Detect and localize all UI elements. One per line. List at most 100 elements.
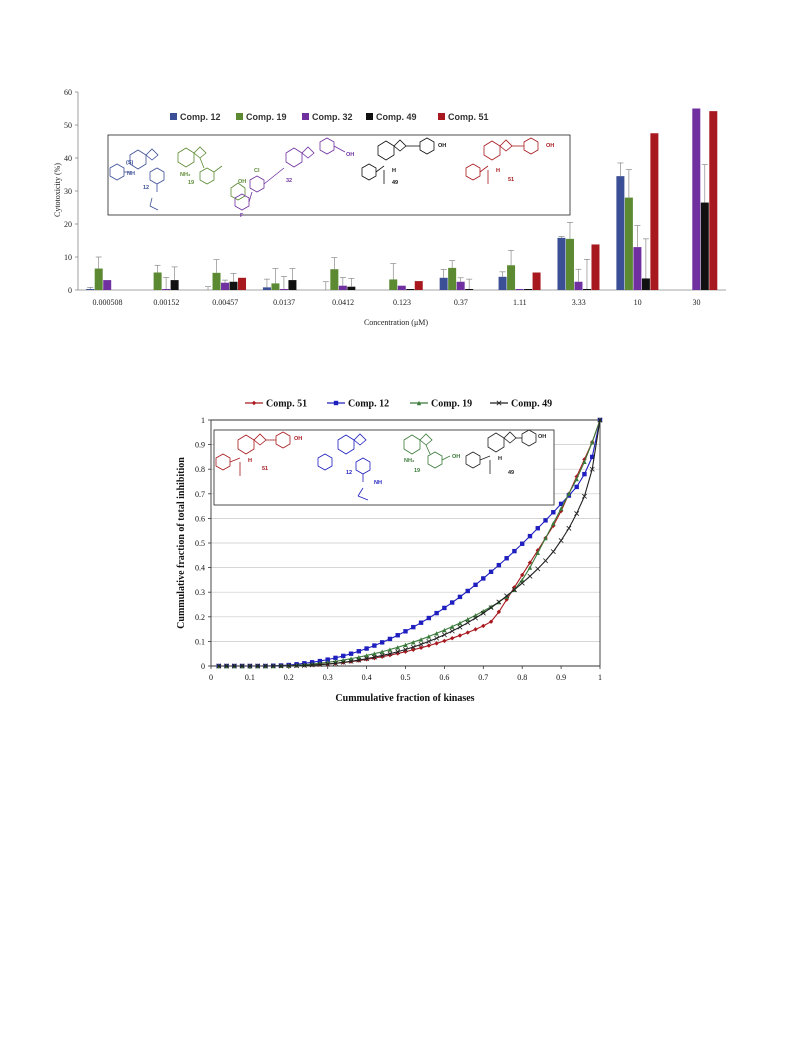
chart2-data-point-stroke <box>325 661 331 667</box>
chart2-legend-label: Comp. 19 <box>431 399 472 410</box>
chart2-data-point <box>473 627 478 632</box>
chart1-bar <box>153 272 162 290</box>
structure2-19-oh: OH <box>452 454 460 460</box>
chart1-bar <box>709 111 718 290</box>
chart1-bar <box>692 108 701 290</box>
chart2-structures-box <box>213 429 555 506</box>
chart2-data-point <box>449 600 455 605</box>
chart2-data-point-stroke <box>457 624 463 630</box>
chart2-data-point <box>473 582 478 588</box>
chart2-x-tick-label: 0.9 <box>556 673 566 682</box>
chart1-legend-swatch <box>302 113 309 120</box>
cumulative-inhibition-line-chart: 0 0.1 0.2 0.3 0.4 0.5 0.6 0.7 0.8 0.9 1 0 0.1 0.2 0.3 0… <box>176 399 603 704</box>
chart1-bar <box>221 282 230 290</box>
chart1-bar <box>347 286 356 290</box>
chart2-data-point <box>387 647 393 652</box>
chart2-data-point <box>480 610 486 616</box>
chart2-data-point <box>255 663 261 669</box>
chart2-data-point <box>418 620 424 625</box>
chart1-bar <box>591 244 600 290</box>
chart2-data-point <box>457 594 463 600</box>
chart1-bar <box>557 237 566 290</box>
chart2-x-tick-label: 0 <box>209 673 213 682</box>
chart2-data-point <box>379 652 385 658</box>
chart2-data-point-stroke <box>231 663 237 669</box>
chart2-x-tick-label: 0.4 <box>362 673 372 682</box>
chart2-data-point-stroke <box>535 566 541 572</box>
chart2-data-point-stroke <box>543 558 549 564</box>
chart2-data-point <box>574 476 579 482</box>
chart2-data-point <box>465 620 471 626</box>
chart2-data-point <box>333 655 338 661</box>
chart2-data-point <box>504 593 510 599</box>
chart2-data-point <box>496 609 502 615</box>
chart2-data-point-stroke <box>239 663 245 669</box>
chart2-data-point <box>341 653 346 659</box>
chart2-data-point <box>520 541 525 546</box>
chart2-data-point <box>582 471 587 477</box>
structure2-51-h: H <box>248 458 252 464</box>
chart2-data-point-stroke <box>387 651 393 657</box>
chart1-bar <box>524 289 533 290</box>
chart2-data-point-stroke <box>589 466 595 472</box>
chart2-data-point <box>465 617 470 622</box>
chart2-data-point-stroke <box>301 663 307 668</box>
chart1-bar <box>641 278 650 290</box>
chart2-data-point <box>332 660 338 666</box>
chart2-data-point <box>465 630 470 635</box>
chart2-y-tick-label: 0.1 <box>195 637 205 646</box>
chart2-legend-marker <box>251 400 257 406</box>
structure-32-oh: OH <box>346 152 354 158</box>
chart2-data-point <box>543 518 548 523</box>
chart2-data-point <box>434 631 439 636</box>
chart2-data-point <box>239 663 245 669</box>
chart1-bar <box>330 269 339 290</box>
chart2-legend-label: Comp. 51 <box>266 399 307 410</box>
chart2-lines <box>216 417 603 669</box>
chart2-data-point <box>558 501 564 507</box>
chart2-data-point <box>574 510 580 516</box>
chart2-y-tick-label: 0.4 <box>195 564 205 573</box>
chart2-data-point <box>520 572 525 578</box>
chart2-data-point <box>590 439 595 445</box>
chart2-data-point <box>426 643 432 648</box>
chart2-data-point-stroke <box>488 605 494 611</box>
structure-19-number: 19 <box>188 180 194 186</box>
chart2-data-point <box>356 657 362 663</box>
chart2-data-point <box>504 594 509 599</box>
chart1-bar <box>582 289 591 290</box>
chart1-legend: Comp. 12 Comp. 19 Comp. 32 Comp. 49 Comp. 51 <box>170 112 489 122</box>
chart2-data-point-stroke <box>340 659 346 665</box>
chart1-bar <box>624 197 633 290</box>
chart2-data-point <box>481 623 486 629</box>
chart2-data-point <box>511 587 517 593</box>
chart2-data-point <box>403 629 408 634</box>
chart2-data-point <box>558 538 564 544</box>
chart1-bar <box>212 272 221 290</box>
chart2-data-point-stroke <box>480 610 486 616</box>
chart2-data-point <box>442 605 447 611</box>
chart2-data-point <box>411 639 416 645</box>
chart2-data-point-stroke <box>403 647 408 653</box>
chart1-bar <box>103 280 112 290</box>
chart1-bars <box>86 108 718 290</box>
chart1-y-tick-label: 40 <box>64 154 72 163</box>
chart2-x-tick-label: 0.5 <box>401 673 411 682</box>
chart1-bar <box>170 280 179 290</box>
structure2-49-number: 49 <box>508 470 514 476</box>
chart2-data-point-stroke <box>356 657 362 663</box>
chart2-data-point <box>348 658 354 664</box>
chart2-x-tick-label: 0.7 <box>478 673 488 682</box>
chart2-y-tick-label: 0.6 <box>195 514 205 523</box>
chart2-data-point <box>325 657 330 662</box>
chart1-bar <box>574 281 583 290</box>
chart1-x-tick-label: 1.11 <box>513 298 527 307</box>
chart2-data-point <box>449 628 455 634</box>
chart2-data-point <box>543 535 548 541</box>
chart2-data-point <box>247 663 253 669</box>
chart1-bar <box>498 276 507 290</box>
chart2-data-point-stroke <box>224 663 230 669</box>
chart2-data-point <box>566 491 572 496</box>
chart1-x-axis-title: Concentration (μM) <box>364 318 428 327</box>
chart2-data-point-stroke <box>527 573 533 579</box>
